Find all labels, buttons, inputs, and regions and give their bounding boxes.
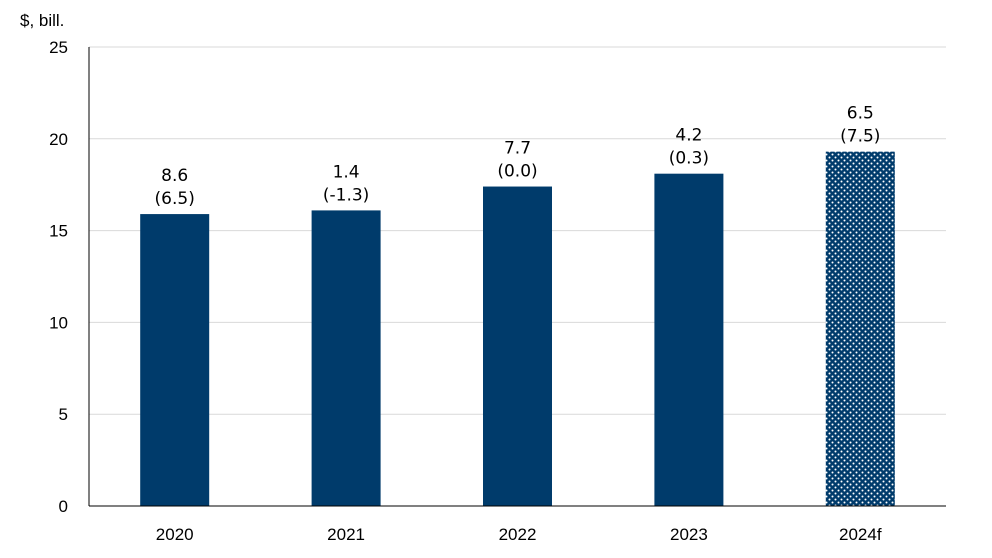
x-tick-label: 2020 — [156, 525, 194, 544]
bar — [140, 214, 210, 507]
y-tick-label: 0 — [59, 497, 68, 516]
data-label-value: 8.6 — [161, 166, 188, 186]
x-tick-label: 2024f — [839, 525, 882, 544]
x-tick-label: 2021 — [327, 525, 365, 544]
data-labels: 8.6 (6.5) 1.4 (-1.3) 7.7 (0.0) 4.2 (0.3) 6.5 (7.5… — [155, 104, 881, 209]
bar — [654, 173, 724, 506]
axes — [88, 47, 946, 507]
bar — [311, 210, 381, 507]
bar — [483, 186, 552, 506]
data-label-paren: (-1.3) — [323, 185, 369, 205]
data-label-value: 4.2 — [675, 126, 702, 146]
x-axis-ticks: 2020 2021 2022 2023 2024f — [156, 525, 882, 544]
data-label-paren: (7.5) — [840, 127, 880, 147]
x-tick-label: 2023 — [670, 525, 708, 544]
data-label-paren: (0.0) — [497, 162, 537, 182]
y-tick-label: 5 — [59, 405, 68, 424]
data-label-value: 7.7 — [504, 139, 531, 159]
y-tick-label: 20 — [49, 130, 68, 149]
data-label-value: 1.4 — [333, 162, 360, 182]
y-tick-label: 10 — [49, 313, 68, 332]
data-label-value: 6.5 — [847, 104, 874, 124]
y-axis-unit-label: $, bill. — [20, 11, 64, 30]
bar-forecast — [825, 151, 895, 507]
y-axis-ticks: 0 5 10 15 20 25 — [49, 38, 68, 516]
x-tick-label: 2022 — [499, 525, 537, 544]
bars — [140, 151, 895, 507]
data-label-paren: (6.5) — [155, 189, 195, 209]
y-tick-label: 25 — [49, 38, 68, 57]
data-label-paren: (0.3) — [669, 149, 709, 169]
y-tick-label: 15 — [49, 222, 68, 241]
